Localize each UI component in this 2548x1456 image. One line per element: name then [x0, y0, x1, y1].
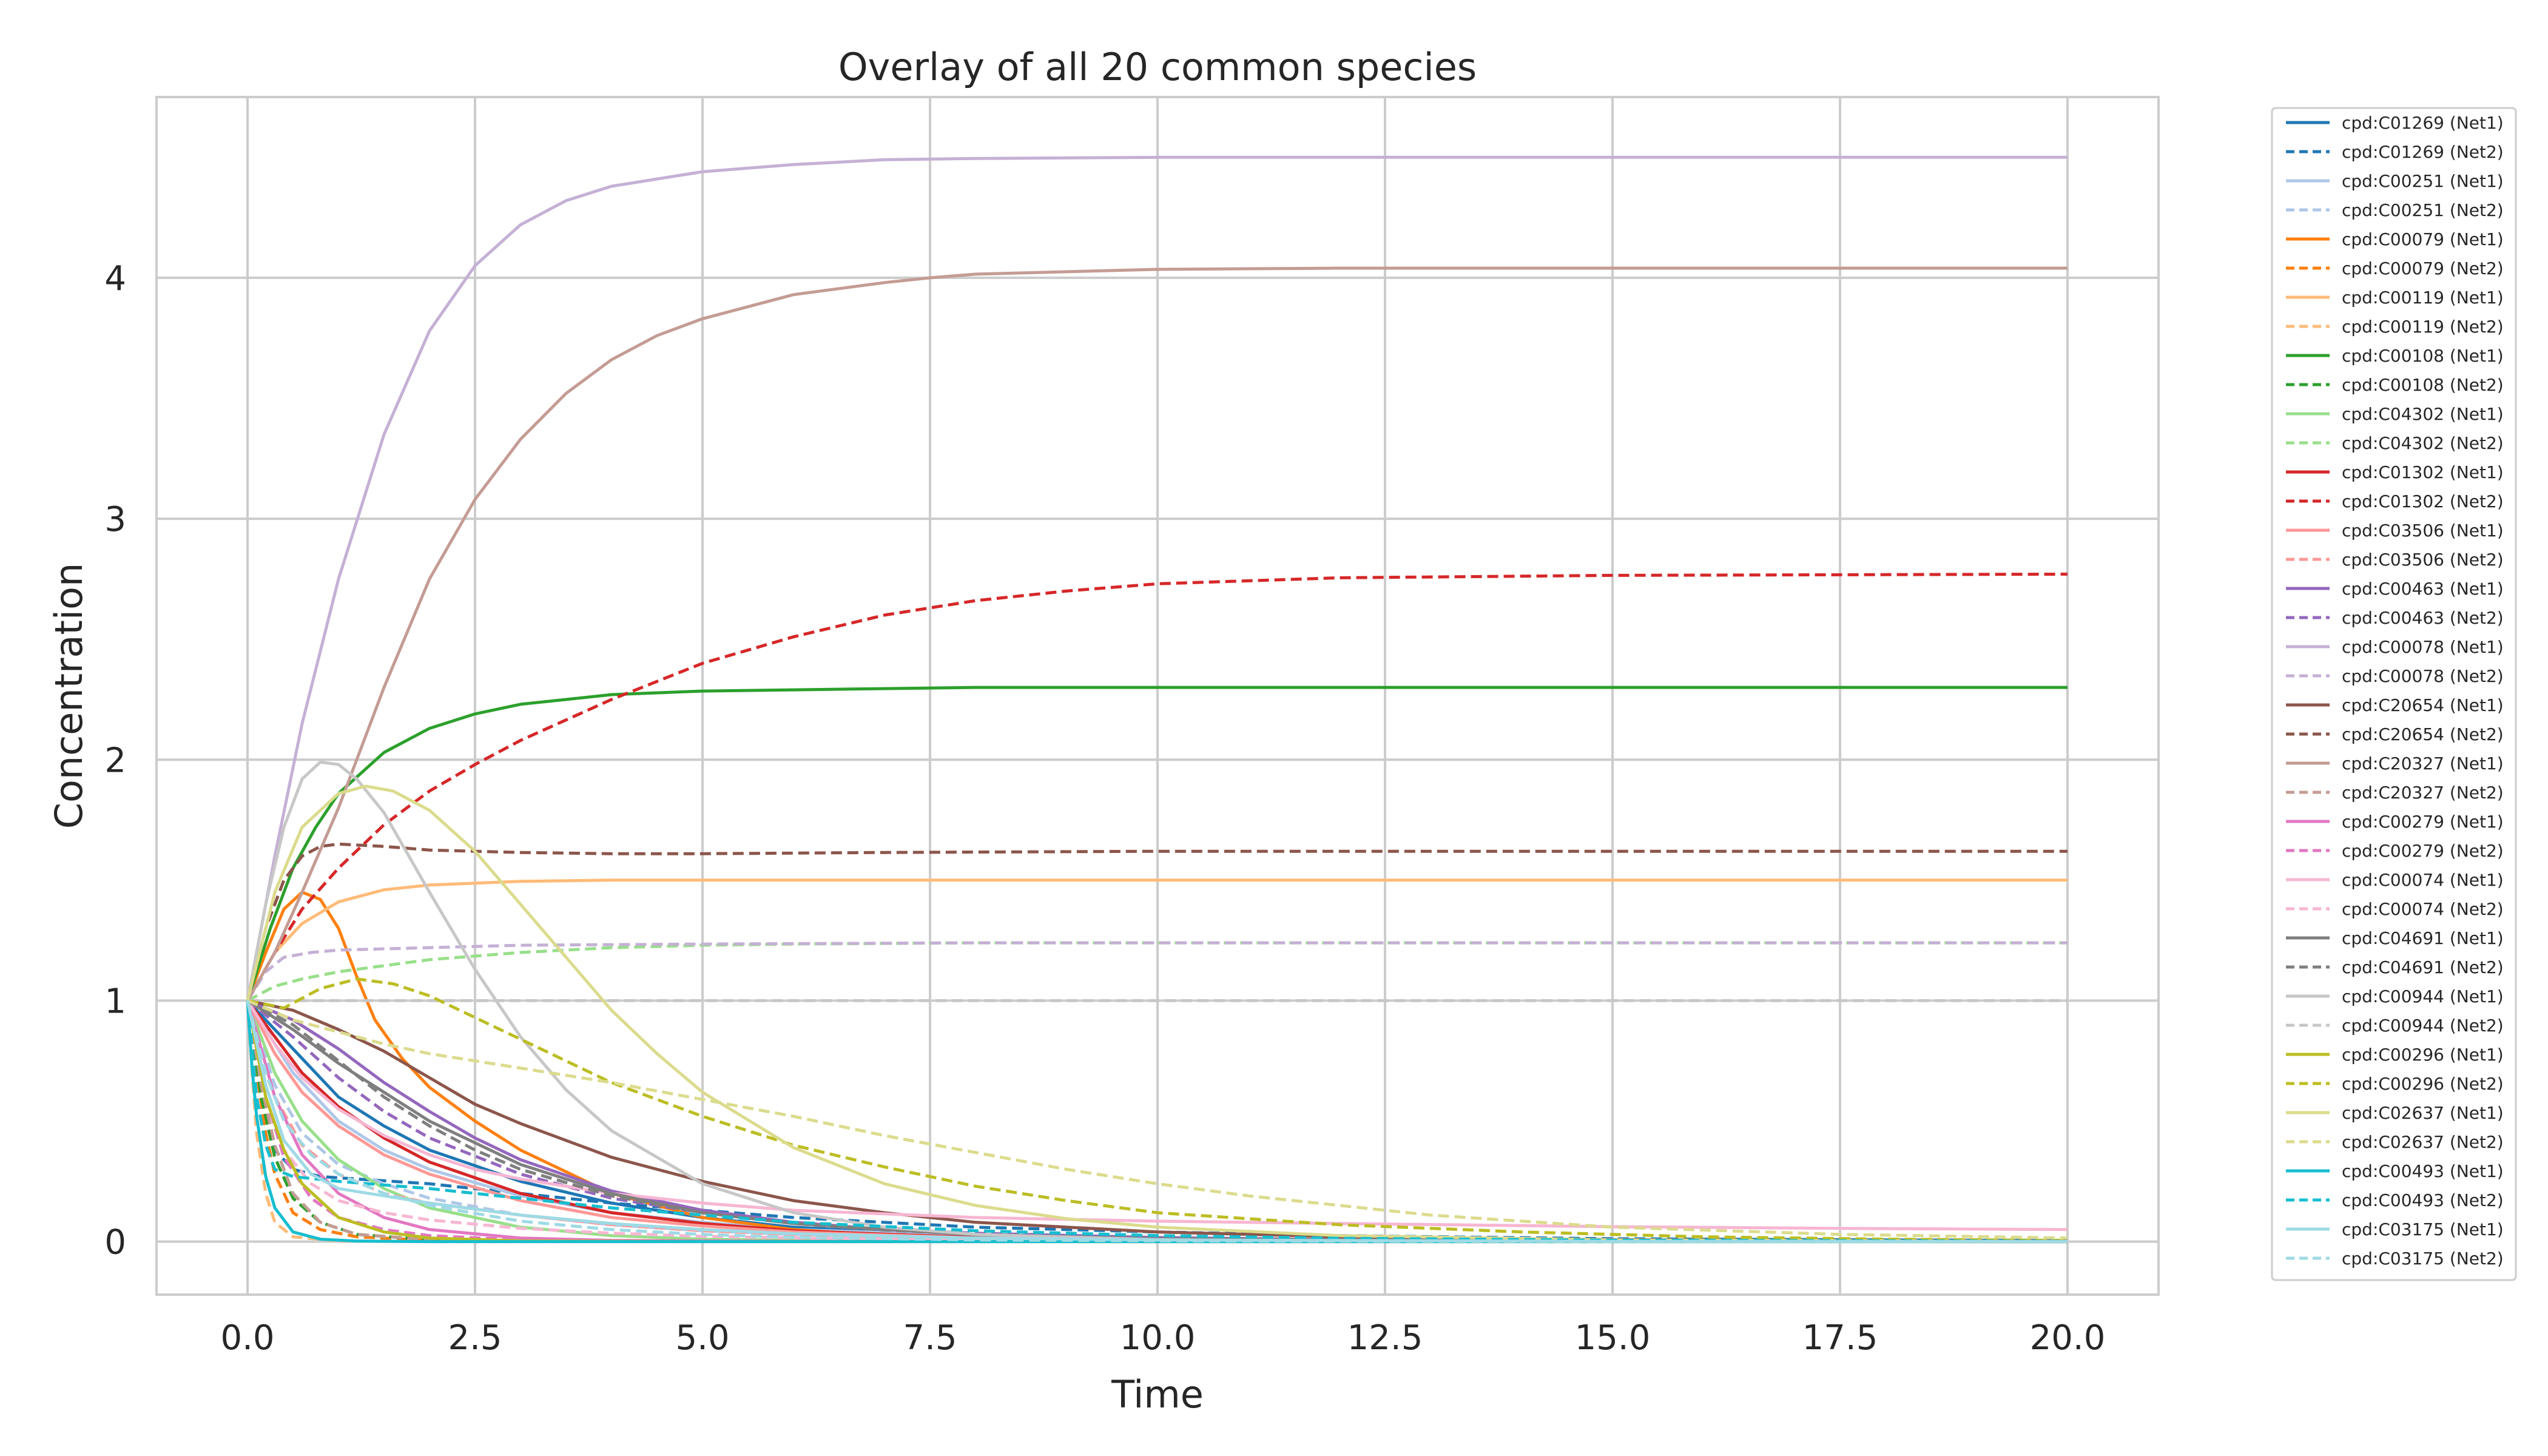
legend-entry: cpd:C00944 (Net2): [2342, 1016, 2504, 1036]
legend-entry: cpd:C20327 (Net1): [2342, 753, 2504, 774]
y-tick-label: 1: [104, 982, 126, 1021]
x-tick-label: 10.0: [1120, 1318, 1196, 1358]
legend-entry: cpd:C03506 (Net1): [2342, 521, 2504, 541]
x-tick-label: 5.0: [675, 1318, 729, 1358]
series-line-20: [247, 999, 2068, 1243]
legend-entry: cpd:C03506 (Net2): [2342, 550, 2504, 570]
plot-area: [155, 96, 2160, 1296]
series-line-21: [246, 842, 2068, 1002]
legend-entry: cpd:C00074 (Net1): [2342, 870, 2504, 890]
series-lines: [246, 155, 2068, 1244]
series-line-33: [247, 977, 2068, 1242]
legend-entry: cpd:C00079 (Net1): [2342, 229, 2504, 249]
legend-entry: cpd:C01302 (Net2): [2342, 491, 2504, 511]
y-tick-label: 3: [104, 500, 126, 539]
y-tick-label: 4: [104, 259, 126, 298]
legend-entry: cpd:C00119 (Net2): [2342, 317, 2504, 337]
series-line-36: [246, 1000, 2068, 1244]
legend-entry: cpd:C00079 (Net2): [2342, 258, 2504, 278]
x-axis-label: Time: [1111, 1372, 1204, 1417]
series-line-9: [246, 1000, 2068, 1244]
legend-entry: cpd:C20654 (Net2): [2342, 724, 2504, 744]
x-tick-label: 7.5: [903, 1318, 957, 1358]
legend-entry: cpd:C01269 (Net1): [2342, 113, 2504, 133]
series-line-11: [246, 941, 2068, 1002]
x-tick-label: 12.5: [1347, 1318, 1423, 1358]
legend-entry: cpd:C00078 (Net2): [2342, 666, 2504, 686]
legend-entry: cpd:C01269 (Net2): [2342, 142, 2504, 162]
series-line-30: [246, 760, 2068, 1244]
legend: cpd:C01269 (Net1) cpd:C01269 (Net2) cpd:C0…: [2271, 107, 2517, 1281]
legend-frame: [2271, 107, 2517, 1281]
series-line-6: [246, 878, 2068, 1002]
y-axis-ticks: 0 1 2 3 4: [104, 259, 126, 1262]
series-line-39: [246, 1000, 2068, 1244]
legend-entry: cpd:C00108 (Net2): [2342, 375, 2504, 395]
legend-entry: cpd:C03175 (Net2): [2342, 1249, 2504, 1269]
x-tick-label: 15.0: [1575, 1318, 1651, 1358]
legend-entry: cpd:C00251 (Net1): [2342, 171, 2504, 191]
series-line-34: [246, 784, 2068, 1243]
y-tick-label: 2: [104, 741, 126, 780]
legend-entry: cpd:C00296 (Net2): [2342, 1074, 2504, 1094]
legend-entry: cpd:C00279 (Net1): [2342, 812, 2504, 832]
legend-entry: cpd:C00279 (Net2): [2342, 841, 2504, 861]
series-line-22: [246, 266, 2068, 1002]
legend-entry: cpd:C00074 (Net2): [2342, 899, 2504, 919]
series-line-18: [246, 155, 2068, 1001]
series-line-26: [246, 1000, 2068, 1232]
legend-entry: cpd:C02637 (Net2): [2342, 1132, 2504, 1152]
legend-entry: cpd:C20654 (Net1): [2342, 695, 2504, 715]
legend-entry: cpd:C02637 (Net1): [2342, 1103, 2504, 1123]
legend-entry: cpd:C00944 (Net1): [2342, 986, 2504, 1006]
legend-entry: cpd:C00493 (Net1): [2342, 1161, 2504, 1181]
legend-entry: cpd:C03175 (Net1): [2342, 1219, 2504, 1239]
chart-title: Overlay of all 20 common species: [838, 45, 1477, 89]
legend-entry: cpd:C00493 (Net2): [2342, 1190, 2504, 1210]
legend-entry: cpd:C00463 (Net1): [2342, 579, 2504, 599]
legend-entry: cpd:C04691 (Net1): [2342, 928, 2504, 948]
series-line-8: [246, 686, 2068, 1002]
legend-entry: cpd:C04302 (Net2): [2342, 433, 2504, 453]
x-axis-ticks: 0.0 2.5 5.0 7.5 10.0 12.5 15.0 17.5 20.0: [220, 1318, 2105, 1358]
legend-entry: cpd:C00296 (Net1): [2342, 1045, 2504, 1065]
x-tick-label: 0.0: [220, 1318, 274, 1358]
series-line-19: [246, 941, 2068, 1002]
legend-items: cpd:C01269 (Net1) cpd:C01269 (Net2) cpd:C0…: [2286, 113, 2504, 1269]
x-tick-label: 2.5: [448, 1318, 502, 1358]
legend-entry: cpd:C04302 (Net1): [2342, 404, 2504, 424]
legend-entry: cpd:C01302 (Net1): [2342, 462, 2504, 482]
legend-entry: cpd:C00119 (Net1): [2342, 288, 2504, 308]
series-line-23: [246, 1000, 2068, 1244]
series-line-37: [246, 1000, 2068, 1243]
series-line-35: [247, 999, 2068, 1240]
legend-entry: cpd:C04691 (Net2): [2342, 957, 2504, 977]
legend-entry: cpd:C00108 (Net1): [2342, 346, 2504, 366]
legend-entry: cpd:C00251 (Net2): [2342, 200, 2504, 220]
series-line-13: [246, 572, 2068, 1002]
y-axis-label: Concentration: [47, 563, 91, 829]
y-tick-label: 0: [104, 1223, 126, 1262]
x-tick-label: 20.0: [2030, 1318, 2106, 1358]
legend-entry: cpd:C20327 (Net2): [2342, 783, 2504, 803]
legend-entry: cpd:C00463 (Net2): [2342, 608, 2504, 628]
x-tick-label: 17.5: [1802, 1318, 1878, 1358]
legend-entry: cpd:C00078 (Net1): [2342, 637, 2504, 657]
